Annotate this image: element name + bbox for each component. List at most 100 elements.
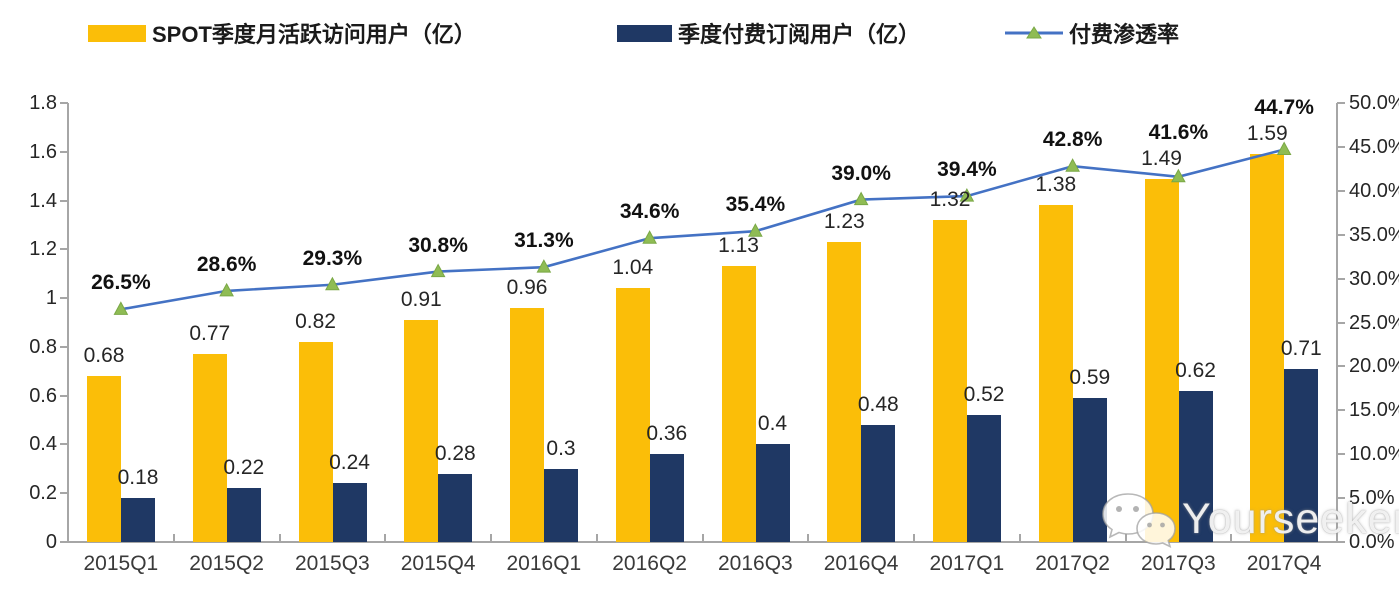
left-axis-tick bbox=[60, 297, 68, 300]
right-axis-tick-label: 50.0% bbox=[1349, 92, 1399, 114]
left-axis-tick-label: 1.8 bbox=[29, 92, 57, 114]
line-marker-triangle bbox=[113, 301, 129, 315]
left-axis-tick bbox=[60, 345, 68, 348]
line-marker-triangle bbox=[325, 276, 340, 291]
left-axis-tick bbox=[60, 443, 68, 446]
subscribers-bar-value-label: 0.59 bbox=[1069, 366, 1111, 390]
x-axis-label: 2017Q1 bbox=[929, 552, 1005, 575]
left-axis-tick bbox=[60, 541, 68, 543]
x-axis-label: 2016Q3 bbox=[718, 552, 793, 575]
mau-bar bbox=[192, 354, 227, 542]
right-axis-tick bbox=[1337, 453, 1345, 456]
left-axis-tick-label: 1.6 bbox=[29, 140, 57, 163]
mau-bar bbox=[1038, 205, 1073, 542]
subscribers-bar-value-label: 0.52 bbox=[963, 383, 1005, 407]
subscribers-bar-value-label: 0.71 bbox=[1280, 336, 1322, 360]
penetration-value-label: 41.6% bbox=[1148, 120, 1209, 144]
x-axis-label: 2016Q2 bbox=[612, 552, 687, 575]
right-axis-tick-label: 10.0% bbox=[1349, 443, 1399, 466]
left-axis-tick-label: 1.4 bbox=[29, 189, 57, 212]
mau-bar-value-label: 0.96 bbox=[506, 275, 548, 299]
penetration-value-label: 28.6% bbox=[196, 252, 257, 276]
mau-bar-swatch bbox=[88, 24, 146, 42]
line-marker-triangle bbox=[1065, 158, 1080, 172]
mau-bar-value-label: 1.32 bbox=[929, 188, 971, 212]
left-axis-tick bbox=[60, 199, 68, 202]
x-axis-tick bbox=[278, 534, 281, 542]
penetration-line-swatch bbox=[1005, 25, 1063, 41]
subscribers-bar bbox=[332, 483, 367, 542]
penetration-value-label: 39.0% bbox=[831, 161, 891, 185]
line-marker-triangle bbox=[853, 191, 869, 206]
x-axis-tick bbox=[490, 534, 492, 542]
right-axis-tick bbox=[1337, 277, 1345, 280]
right-axis-tick-label: 35.0% bbox=[1349, 223, 1399, 246]
right-axis-tick bbox=[1337, 233, 1345, 236]
right-axis-tick bbox=[1337, 365, 1345, 368]
x-axis-tick bbox=[1018, 534, 1021, 542]
left-axis-tick-label: 0.8 bbox=[29, 335, 57, 358]
left-axis-line bbox=[67, 103, 69, 543]
mau-bar-value-label: 1.59 bbox=[1246, 122, 1288, 146]
line-marker-triangle bbox=[642, 230, 657, 244]
legend-label-penetration: 付费渗透率 bbox=[1069, 22, 1180, 47]
mau-bar bbox=[615, 288, 650, 542]
mau-bar-value-label: 1.38 bbox=[1035, 173, 1077, 197]
subscribers-bar bbox=[1178, 390, 1213, 542]
mau-bar bbox=[404, 320, 439, 542]
x-axis-label: 2015Q3 bbox=[295, 552, 370, 575]
penetration-value-label: 34.6% bbox=[619, 200, 680, 224]
right-axis-tick-label: 20.0% bbox=[1349, 355, 1399, 378]
mau-bar bbox=[87, 376, 121, 542]
right-axis-tick bbox=[1337, 102, 1345, 104]
right-axis-tick-label: 40.0% bbox=[1349, 179, 1399, 202]
x-axis-tick bbox=[807, 534, 810, 542]
legend-label-subscribers: 季度付费订阅用户（亿） bbox=[678, 22, 921, 47]
bottom-axis-line bbox=[67, 541, 1339, 543]
left-axis-tick bbox=[60, 492, 68, 495]
line-marker-triangle bbox=[430, 263, 446, 278]
mau-bar bbox=[298, 342, 333, 542]
right-axis-tick-label: 45.0% bbox=[1349, 135, 1399, 158]
mau-bar-value-label: 1.23 bbox=[823, 210, 865, 234]
left-axis-tick bbox=[60, 394, 68, 397]
mau-bar bbox=[933, 220, 967, 542]
subscribers-bar-value-label: 0.22 bbox=[223, 456, 265, 480]
left-axis-tick bbox=[60, 102, 68, 104]
x-axis-label: 2017Q4 bbox=[1246, 552, 1322, 575]
subscribers-bar-value-label: 0.4 bbox=[757, 412, 788, 436]
right-axis-tick-label: 5.0% bbox=[1349, 487, 1395, 510]
right-axis-tick bbox=[1337, 541, 1345, 543]
x-axis-label: 2016Q1 bbox=[506, 552, 582, 575]
left-axis-tick-label: 0 bbox=[45, 531, 57, 553]
mau-bar bbox=[1144, 178, 1179, 542]
subscribers-bar bbox=[438, 473, 473, 542]
mau-bar-value-label: 1.04 bbox=[612, 256, 654, 280]
subscribers-bar bbox=[755, 444, 790, 542]
subscribers-bar-value-label: 0.3 bbox=[546, 436, 576, 460]
left-axis-tick-label: 1 bbox=[45, 287, 57, 310]
subscribers-bar bbox=[1072, 398, 1107, 542]
x-axis-tick bbox=[1230, 534, 1233, 542]
x-axis-tick bbox=[67, 534, 69, 542]
subscribers-bar-swatch bbox=[617, 24, 672, 42]
mau-bar-value-label: 1.13 bbox=[718, 234, 759, 258]
x-axis-label: 2015Q4 bbox=[400, 552, 476, 575]
right-axis-tick bbox=[1337, 409, 1345, 412]
mau-bar-value-label: 0.91 bbox=[400, 288, 442, 312]
subscribers-bar bbox=[121, 498, 155, 542]
mau-bar bbox=[1250, 154, 1285, 542]
line-marker-triangle bbox=[219, 282, 234, 297]
legend-label-mau: SPOT季度月活跃访问用户（亿） bbox=[152, 22, 476, 47]
left-axis-tick-label: 0.6 bbox=[29, 384, 57, 407]
penetration-value-label: 35.4% bbox=[725, 193, 786, 217]
subscribers-bar bbox=[649, 454, 684, 542]
penetration-value-label: 42.8% bbox=[1042, 128, 1103, 152]
subscribers-bar bbox=[226, 488, 261, 542]
penetration-value-label: 31.3% bbox=[514, 229, 574, 253]
penetration-value-label: 39.4% bbox=[937, 158, 997, 182]
right-axis-tick bbox=[1337, 189, 1345, 192]
x-axis-label: 2016Q4 bbox=[823, 552, 899, 575]
right-axis-tick-label: 25.0% bbox=[1349, 311, 1399, 334]
